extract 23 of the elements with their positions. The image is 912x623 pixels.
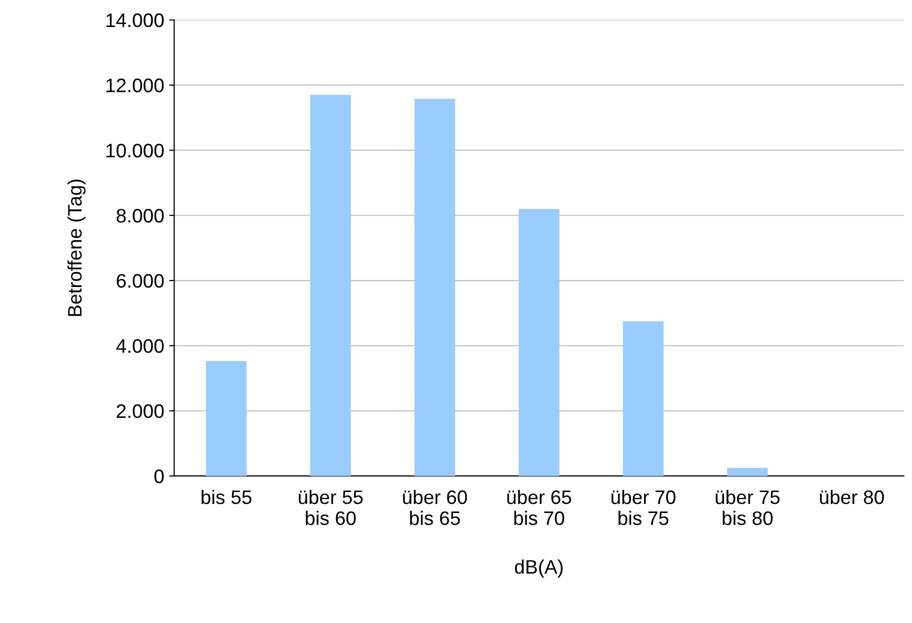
x-tick-label: über 70 bis 75 <box>612 490 676 526</box>
y-tick-label: 4.000 <box>116 339 164 353</box>
bar <box>622 321 664 476</box>
x-tick-label: über 60 bis 65 <box>403 490 467 526</box>
bar <box>518 208 560 476</box>
x-tick-label: über 75 bis 80 <box>716 490 780 526</box>
y-axis-title: Betroffene (Tag) <box>67 180 86 316</box>
x-axis-title: dB(A) <box>514 559 563 578</box>
bar <box>727 468 768 476</box>
y-tick-label: 14.000 <box>106 13 164 28</box>
bar <box>206 360 247 476</box>
y-tick-label: 2.000 <box>116 404 164 418</box>
x-tick-label: über 55 bis 60 <box>298 490 363 526</box>
y-tick-label: 10.000 <box>106 144 164 158</box>
x-tick-label: über 65 bis 70 <box>507 490 572 526</box>
y-tick-label: 6.000 <box>116 274 164 288</box>
x-tick-label: über 80 <box>820 490 884 504</box>
bar <box>310 94 351 476</box>
y-tick-label: 12.000 <box>106 78 164 92</box>
x-tick-label: bis 55 <box>202 490 252 504</box>
bar <box>414 98 456 476</box>
y-tick-label: 8.000 <box>116 208 164 223</box>
y-tick-label: 0 <box>154 469 164 484</box>
